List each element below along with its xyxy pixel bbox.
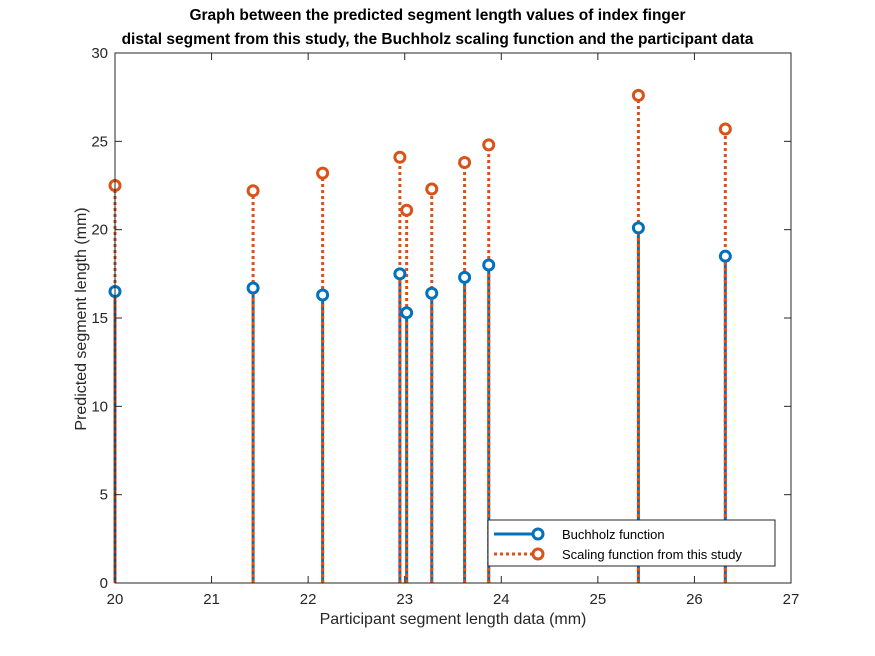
- legend-label-buchholz: Buchholz function: [562, 527, 665, 542]
- buchholz-point: [246, 281, 260, 295]
- x-tick-label: 20: [107, 591, 124, 608]
- data-markers: [108, 88, 732, 320]
- buchholz-point: [458, 270, 472, 284]
- scaling-stems: [113, 95, 727, 583]
- scaling-point: [316, 166, 330, 180]
- axes-box: [114, 52, 792, 584]
- buchholz-point: [393, 267, 407, 281]
- buchholz-point: [316, 288, 330, 302]
- legend: Buchholz function Scaling function from t…: [487, 519, 776, 567]
- y-tick-label: 25: [91, 133, 108, 150]
- y-tick-label: 30: [91, 45, 108, 62]
- scaling-point: [718, 122, 732, 136]
- x-tick-label: 25: [590, 591, 607, 608]
- buchholz-point: [718, 249, 732, 263]
- scaling-point: [425, 182, 439, 196]
- y-tick-label: 10: [91, 398, 108, 415]
- axes: 20 21 22 23 24 25 26 27 0 5 10 15 20 25 30: [91, 45, 799, 608]
- x-tick-label: 23: [396, 591, 413, 608]
- legend-marker-buchholz: [531, 527, 545, 541]
- y-tick-label: 0: [100, 575, 108, 592]
- scaling-point: [400, 203, 414, 217]
- y-tick-label: 20: [91, 222, 108, 239]
- scaling-point: [482, 138, 496, 152]
- buchholz-point: [482, 258, 496, 272]
- legend-marker-scaling: [531, 547, 545, 561]
- x-tick-label: 21: [203, 591, 220, 608]
- scaling-point: [393, 150, 407, 164]
- scaling-point: [246, 184, 260, 198]
- x-tick-label: 22: [300, 591, 317, 608]
- buchholz-point: [400, 306, 414, 320]
- buchholz-point: [425, 286, 439, 300]
- scaling-point: [631, 88, 645, 102]
- x-tick-label: 26: [686, 591, 703, 608]
- chart-title-line-2: distal segment from this study, the Buch…: [121, 31, 754, 48]
- x-axis-label: Participant segment length data (mm): [319, 611, 587, 628]
- y-tick-label: 15: [91, 310, 108, 327]
- x-tick-label: 24: [493, 591, 510, 608]
- chart-title-line-1: Graph between the predicted segment leng…: [189, 7, 686, 24]
- legend-label-scaling: Scaling function from this study: [562, 547, 742, 562]
- y-tick-label: 5: [100, 487, 108, 504]
- y-axis-label: Predicted segment length (mm): [73, 207, 90, 431]
- x-tick-label: 27: [783, 591, 800, 608]
- scaling-point: [458, 156, 472, 170]
- buchholz-point: [631, 221, 645, 235]
